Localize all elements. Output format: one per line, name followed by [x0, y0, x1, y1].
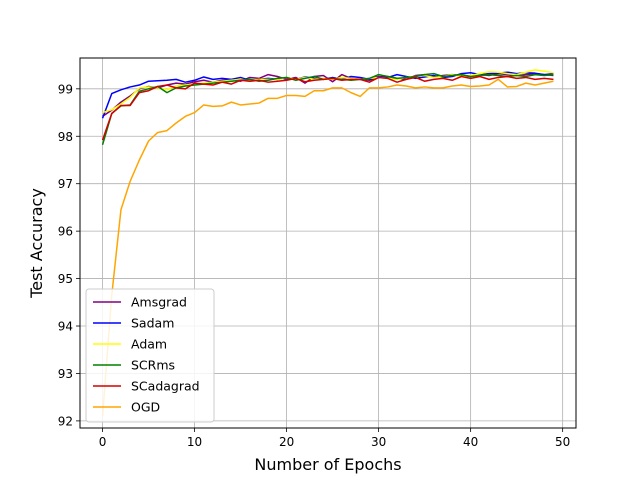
series-lines [101, 69, 554, 417]
legend: Amsgrad Sadam Adam SCRms SCadagrad OGD [85, 288, 215, 423]
y-tick-label: 98 [58, 130, 73, 144]
axis-ticks: 0 10 20 30 40 50 92 93 94 95 96 97 98 99 [58, 82, 571, 449]
legend-label-ogd: OGD [131, 400, 160, 415]
x-tick-label: 10 [187, 435, 202, 449]
legend-label-amsgrad: Amsgrad [131, 295, 187, 310]
y-axis-label: Test Accuracy [27, 188, 46, 299]
x-tick-label: 30 [371, 435, 386, 449]
y-tick-label: 92 [58, 414, 73, 428]
x-tick-label: 40 [463, 435, 478, 449]
x-tick-label: 20 [279, 435, 294, 449]
legend-label-sadam: Sadam [131, 316, 174, 331]
y-tick-label: 95 [58, 272, 73, 286]
y-tick-label: 97 [58, 177, 73, 191]
y-tick-label: 96 [58, 225, 73, 239]
y-tick-label: 94 [58, 320, 73, 334]
legend-label-adam: Adam [131, 337, 167, 352]
legend-label-scrms: SCRms [131, 358, 175, 373]
series-line-scadagrad [101, 75, 554, 141]
y-tick-label: 99 [58, 82, 73, 96]
x-tick-label: 0 [99, 435, 107, 449]
x-axis-label: Number of Epochs [254, 455, 401, 474]
x-tick-label: 50 [555, 435, 570, 449]
legend-label-scadagrad: SCadagrad [131, 379, 200, 394]
series-line-ogd [101, 78, 554, 417]
y-tick-label: 93 [58, 367, 73, 381]
plot-frame [79, 57, 577, 429]
